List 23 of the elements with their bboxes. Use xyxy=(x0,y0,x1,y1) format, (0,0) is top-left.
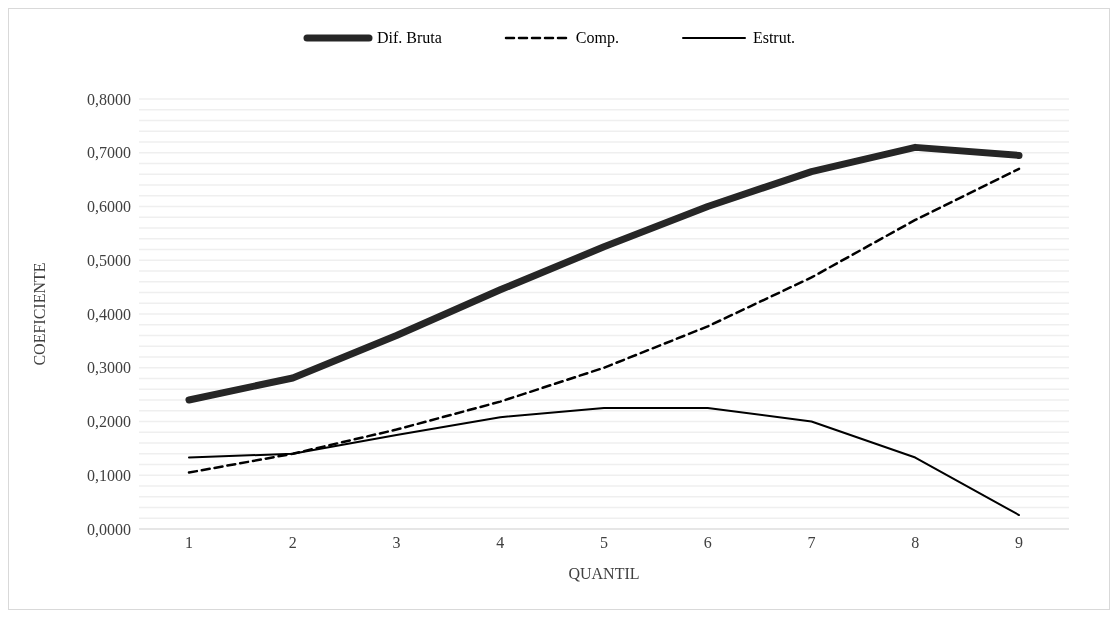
y-tick-label: 0,1000 xyxy=(87,466,131,484)
x-tick-label: 2 xyxy=(288,534,297,552)
x-tick-label: 3 xyxy=(392,534,401,552)
y-axis-title: COEFICIENTE xyxy=(30,262,48,366)
x-tick-label: 1 xyxy=(185,534,193,552)
y-tick-label: 0,5000 xyxy=(87,251,131,269)
legend-label: Dif. Bruta xyxy=(376,29,442,47)
legend-label: Estrut. xyxy=(752,29,796,47)
y-tick-label: 0,7000 xyxy=(87,144,131,162)
y-tick-label: 0,4000 xyxy=(87,305,131,323)
y-tick-label: 0,6000 xyxy=(87,198,131,216)
x-tick-label: 6 xyxy=(703,534,712,552)
y-tick-label: 0,2000 xyxy=(87,413,131,431)
legend-label: Comp. xyxy=(575,29,619,47)
x-tick-label: 4 xyxy=(496,534,505,552)
y-tick-label: 0,3000 xyxy=(87,359,131,377)
x-tick-label: 7 xyxy=(807,534,816,552)
x-tick-label: 8 xyxy=(911,534,920,552)
y-tick-label: 0,8000 xyxy=(87,90,131,108)
text: 0,0000 xyxy=(87,520,131,538)
x-axis-title: QUANTIL xyxy=(568,565,640,582)
x-tick-label: 5 xyxy=(600,534,608,552)
x-tick-label: 9 xyxy=(1015,534,1023,552)
